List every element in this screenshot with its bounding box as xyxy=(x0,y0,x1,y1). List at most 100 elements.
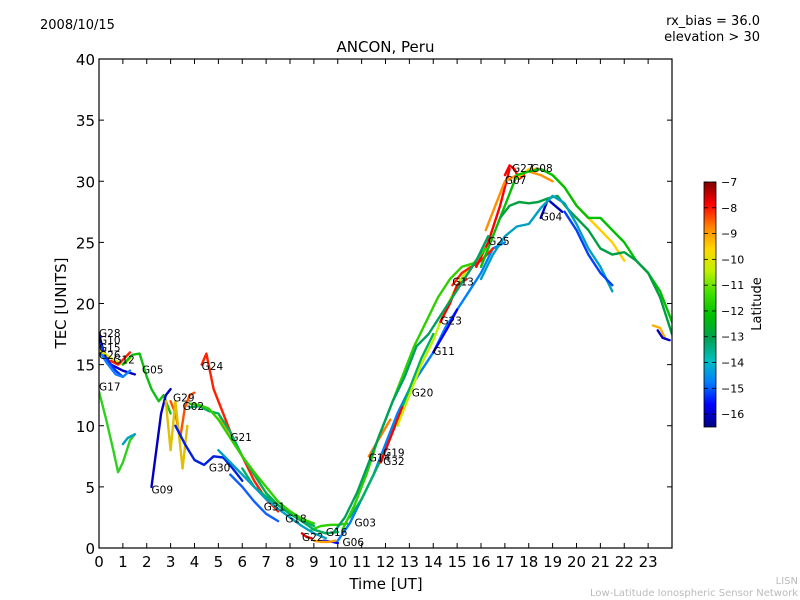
series-label: G26 xyxy=(99,350,121,362)
series-line-g11 xyxy=(432,308,459,354)
chart-title: ANCON, Peru xyxy=(336,38,435,56)
x-tick-label: 21 xyxy=(591,553,610,571)
series-label: G16 xyxy=(326,527,348,539)
series-label: G18 xyxy=(285,514,307,526)
series-label: G08 xyxy=(531,163,553,175)
series-label: G28 xyxy=(99,328,121,340)
x-tick-label: 22 xyxy=(615,553,634,571)
series-line-g17 xyxy=(99,390,137,474)
date-label: 2008/10/15 xyxy=(40,18,115,33)
receiver-info: rx_bias = 36.0 elevation > 30 xyxy=(664,14,760,46)
colorbar-tick-label: −12 xyxy=(721,305,744,318)
colorbar-tick-label: −14 xyxy=(721,357,744,370)
x-tick-label: 10 xyxy=(328,553,347,571)
colorbar-tick-label: −8 xyxy=(721,202,737,215)
x-tick-label: 3 xyxy=(166,553,176,571)
colorbar-tick-label: −13 xyxy=(721,331,744,344)
series-line-g15 xyxy=(99,348,132,379)
series-line-g09 xyxy=(150,387,172,489)
colorbar-tick-label: −10 xyxy=(721,253,744,266)
series-line-trace-f xyxy=(656,329,671,342)
x-tick-label: 1 xyxy=(118,553,128,571)
x-tick-label: 4 xyxy=(190,553,200,571)
series-line-g27 xyxy=(503,164,526,181)
colorbar-tick-label: −9 xyxy=(721,228,737,241)
series-line-trace-g xyxy=(121,433,137,446)
series-label: G11 xyxy=(433,346,455,358)
series-line-g05 xyxy=(121,352,172,415)
x-tick-label: 5 xyxy=(214,553,224,571)
rx-bias-label: rx_bias = 36.0 xyxy=(666,14,760,29)
series-label: G19 xyxy=(383,448,405,460)
series-label: G02 xyxy=(183,401,205,413)
y-tick-label: 10 xyxy=(76,418,95,436)
series-line-trace-i xyxy=(188,402,316,525)
series-line-g22 xyxy=(300,532,313,540)
series-line-g10 xyxy=(99,339,125,379)
series-line-trace-l xyxy=(341,247,487,531)
x-tick-label: 20 xyxy=(567,553,586,571)
series-label: G09 xyxy=(152,484,174,496)
x-tick-label: 7 xyxy=(261,553,271,571)
y-tick-label: 20 xyxy=(76,296,95,314)
series-line-trace-c xyxy=(479,194,614,293)
x-tick-label: 15 xyxy=(448,553,467,571)
series-label: G32 xyxy=(383,456,405,468)
x-tick-label: 8 xyxy=(285,553,295,571)
series-label: G30 xyxy=(209,462,231,474)
series-label: G07 xyxy=(505,175,527,187)
y-tick-label: 0 xyxy=(85,540,95,558)
series-line-g12 xyxy=(109,351,132,366)
x-tick-label: 14 xyxy=(424,553,443,571)
series-line-g02 xyxy=(164,400,189,470)
y-axis-label: TEC [UNITS] xyxy=(52,258,70,350)
x-tick-label: 18 xyxy=(519,553,538,571)
series-label: G17 xyxy=(99,382,121,394)
series-label: G24 xyxy=(202,361,224,373)
colorbar-tick-label: −7 xyxy=(721,176,737,189)
y-tick-label: 40 xyxy=(76,51,95,69)
series-line-trace-e xyxy=(651,324,666,339)
series-label: G29 xyxy=(173,393,195,405)
x-tick-label: 0 xyxy=(94,553,104,571)
y-tick-label: 15 xyxy=(76,357,95,375)
y-tick-label: 25 xyxy=(76,234,95,252)
elevation-label: elevation > 30 xyxy=(664,30,760,45)
series-label: G25 xyxy=(488,236,510,248)
colorbar-tick-label: −16 xyxy=(721,408,744,421)
x-tick-label: 17 xyxy=(495,553,514,571)
series-line-trace-j xyxy=(217,449,327,540)
x-tick-label: 23 xyxy=(639,553,658,571)
series-layer xyxy=(99,164,672,545)
colorbar-ticks: −7 −8 −9 −10 −11 −12 −13 −14 −15 −16 xyxy=(704,176,744,421)
footer-long: Low-Latitude Ionospheric Sensor Network xyxy=(590,588,798,599)
series-label: G05 xyxy=(142,365,164,377)
x-tick-label: 2 xyxy=(142,553,152,571)
colorbar: −7 −8 −9 −10 −11 −12 −13 −14 −15 −16 Latitude xyxy=(703,176,765,428)
y-axis: 0 5 10 15 20 25 30 35 40 xyxy=(76,51,672,558)
plot-frame xyxy=(98,58,673,549)
series-line-trace-m xyxy=(331,235,490,535)
colorbar-label: Latitude xyxy=(750,277,765,331)
series-line-trace-b xyxy=(498,194,672,336)
colorbar-tick-label: −11 xyxy=(721,279,744,292)
x-tick-label: 11 xyxy=(352,553,371,571)
x-tick-label: 9 xyxy=(309,553,319,571)
x-axis-label: Time [UT] xyxy=(348,575,422,593)
series-label: G31 xyxy=(264,501,286,513)
series-label: G10 xyxy=(99,335,121,347)
y-tick-label: 30 xyxy=(76,173,95,191)
series-label: G22 xyxy=(302,532,324,544)
series-label: G14 xyxy=(369,453,391,465)
footer-short: LISN xyxy=(775,576,798,587)
x-axis: 0 1 2 3 4 5 6 7 8 9 10 11 12 13 14 15 16 17 18 19 20 21 22 23 xyxy=(94,59,658,571)
series-line-trace-k xyxy=(312,539,337,544)
x-tick-label: 16 xyxy=(471,553,490,571)
series-label: G23 xyxy=(440,316,462,328)
series-label: G12 xyxy=(113,355,135,367)
y-tick-label: 5 xyxy=(85,479,95,497)
series-label: G03 xyxy=(354,517,376,529)
y-tick-label: 35 xyxy=(76,112,95,130)
